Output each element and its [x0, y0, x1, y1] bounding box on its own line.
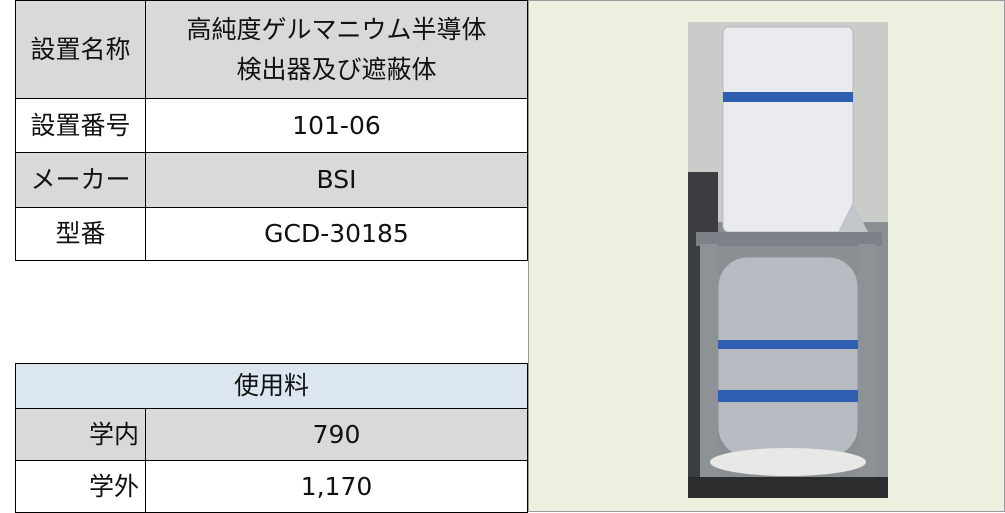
photo-base: [710, 448, 866, 476]
label-cell: 学内: [15, 408, 146, 461]
value-cell: BSI: [145, 152, 528, 208]
value-line: 検出器及び遮蔽体: [236, 54, 437, 84]
value-line: 高純度ゲルマニウム半導体: [186, 14, 487, 44]
value-cell: GCD-30185: [145, 207, 528, 261]
label-cell: メーカー: [15, 152, 146, 208]
photo-shield: [722, 26, 854, 233]
photo-leg: [858, 244, 876, 484]
label-cell: 設置名称: [15, 0, 146, 99]
photo-dewar: [717, 256, 859, 458]
label-cell: 学外: [15, 460, 146, 513]
photo-panel: [528, 0, 1005, 512]
photo-funnel: [838, 202, 868, 232]
label-cell: 設置番号: [15, 98, 146, 153]
value-cell: 高純度ゲルマニウム半導体 検出器及び遮蔽体: [145, 0, 528, 99]
photo-floor: [688, 477, 888, 498]
photo-band: [718, 340, 858, 349]
photo-leg: [700, 244, 718, 484]
value-cell: 101-06: [145, 98, 528, 153]
fee-header: 使用料: [15, 363, 528, 409]
label-cell: 型番: [15, 207, 146, 261]
photo-band: [723, 92, 853, 102]
photo-band: [718, 390, 858, 402]
equipment-photo: [688, 22, 888, 498]
value-cell: 1,170: [145, 460, 528, 513]
photo-plate: [696, 232, 882, 246]
value-cell: 790: [145, 408, 528, 461]
